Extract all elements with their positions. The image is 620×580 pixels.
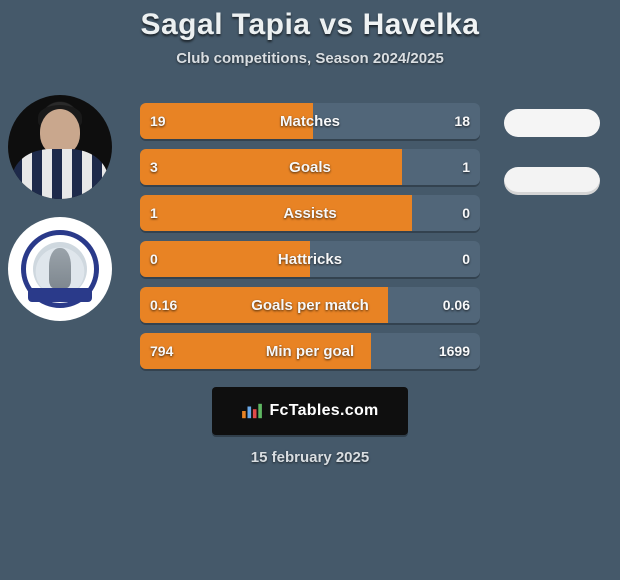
player1-torso — [12, 149, 108, 199]
crest-banner-icon — [28, 288, 92, 302]
crest-figure-icon — [49, 248, 71, 288]
player2-name: Havelka — [363, 8, 480, 41]
bar-chart-icon — [241, 402, 263, 420]
brand-text: FcTables.com — [269, 402, 378, 420]
comparison-card: Sagal Tapia vs Havelka Club competitions… — [0, 0, 620, 466]
stat-label: Goals per match — [140, 287, 480, 323]
player1-name: Sagal Tapia — [140, 8, 310, 41]
title-vs: vs — [319, 8, 353, 41]
body-area: 1918Matches 31Goals 10Assists 00Hattricks 0.… — [0, 103, 620, 466]
stat-row: 1918Matches — [140, 103, 480, 139]
stat-label: Goals — [140, 149, 480, 185]
stat-row: 0.160.06Goals per match — [140, 287, 480, 323]
stat-label: Assists — [140, 195, 480, 231]
stat-row: 10Assists — [140, 195, 480, 231]
player1-avatar — [8, 95, 112, 199]
team-crest — [21, 230, 99, 308]
team-pills — [504, 109, 600, 195]
stat-row: 00Hattricks — [140, 241, 480, 277]
brand-badge: FcTables.com — [212, 387, 408, 435]
subtitle: Club competitions, Season 2024/2025 — [176, 50, 444, 67]
footer-date: 15 february 2025 — [0, 449, 620, 466]
stat-row: 31Goals — [140, 149, 480, 185]
avatars — [8, 95, 112, 321]
player1-figure — [8, 95, 112, 199]
team-pill-2 — [504, 167, 600, 195]
stat-label: Min per goal — [140, 333, 480, 369]
page-title: Sagal Tapia vs Havelka — [140, 8, 479, 42]
stat-row: 7941699Min per goal — [140, 333, 480, 369]
stat-label: Matches — [140, 103, 480, 139]
stat-label: Hattricks — [140, 241, 480, 277]
team-logo-avatar — [8, 217, 112, 321]
stats-table: 1918Matches 31Goals 10Assists 00Hattricks 0.… — [140, 103, 480, 369]
team-pill-1 — [504, 109, 600, 137]
